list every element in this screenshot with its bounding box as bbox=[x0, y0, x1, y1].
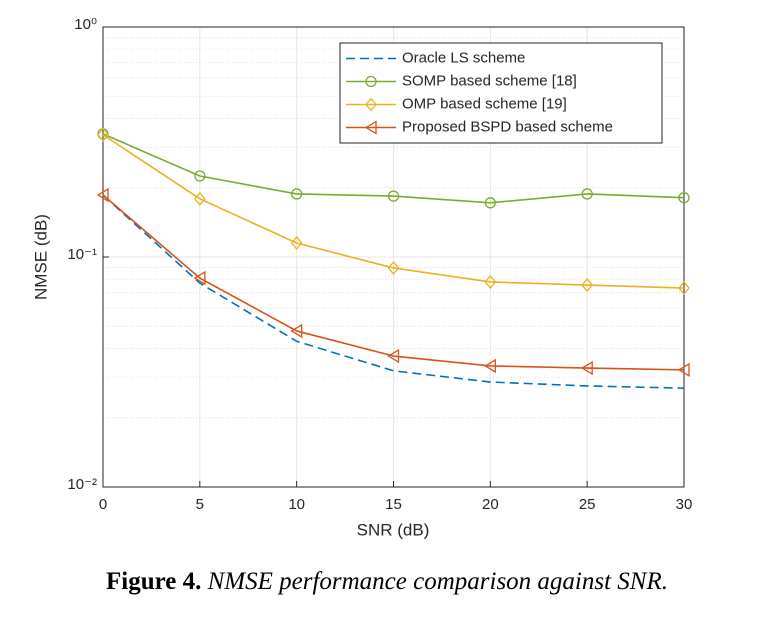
marker bbox=[97, 127, 109, 142]
x-tick-label: 0 bbox=[99, 496, 107, 513]
marker bbox=[387, 260, 400, 275]
marker bbox=[678, 281, 690, 296]
marker bbox=[387, 190, 400, 202]
caption-label: Figure 4. bbox=[105, 568, 202, 595]
legend-label: OMP based scheme [19] bbox=[402, 95, 567, 112]
marker bbox=[484, 358, 496, 374]
legend-box bbox=[339, 42, 663, 144]
marker bbox=[290, 236, 303, 251]
y-axis-label: NMSE (dB) bbox=[31, 214, 50, 300]
marker bbox=[96, 187, 109, 203]
legend-label: SOMP based scheme [18] bbox=[402, 72, 577, 89]
series-line bbox=[102, 133, 685, 204]
marker bbox=[193, 270, 206, 286]
x-tick-label: 30 bbox=[676, 496, 693, 513]
axes-box bbox=[102, 26, 685, 488]
marker bbox=[484, 197, 496, 209]
legend-label: Proposed BSPD based scheme bbox=[402, 118, 613, 135]
legend-label: Oracle LS scheme bbox=[402, 49, 525, 66]
x-tick-label: 15 bbox=[385, 496, 402, 513]
y-tick-label: 10⁻¹ bbox=[67, 246, 97, 263]
chart: SNR (dB) NMSE (dB) 0 5 10 15 20 25 30 10⁻² 10⁻¹ 1… bbox=[31, 16, 693, 540]
marker bbox=[580, 360, 593, 376]
marker bbox=[581, 188, 593, 200]
marker bbox=[290, 323, 303, 339]
marker bbox=[581, 278, 594, 293]
x-tick-label: 10 bbox=[288, 496, 305, 513]
series-line bbox=[102, 194, 685, 389]
marker bbox=[678, 192, 690, 204]
series-line bbox=[102, 194, 685, 371]
x-tick-label: 5 bbox=[196, 496, 204, 513]
caption-text: NMSE performance comparison against SNR. bbox=[207, 568, 668, 595]
marker bbox=[364, 120, 377, 135]
marker bbox=[365, 75, 377, 88]
marker bbox=[484, 274, 497, 289]
marker bbox=[193, 191, 206, 206]
x-tick-label: 25 bbox=[579, 496, 596, 513]
y-tick-label: 10⁻² bbox=[67, 476, 97, 493]
marker bbox=[387, 348, 400, 364]
caption: Figure 4. NMSE performance comparison ag… bbox=[0, 568, 774, 596]
y-tick-label: 10⁰ bbox=[74, 16, 97, 33]
x-tick-label: 20 bbox=[482, 496, 499, 513]
marker bbox=[677, 362, 690, 378]
marker bbox=[365, 97, 377, 112]
marker bbox=[194, 170, 206, 182]
x-axis-label: SNR (dB) bbox=[357, 520, 430, 539]
series-line bbox=[102, 134, 685, 289]
marker bbox=[291, 188, 303, 200]
